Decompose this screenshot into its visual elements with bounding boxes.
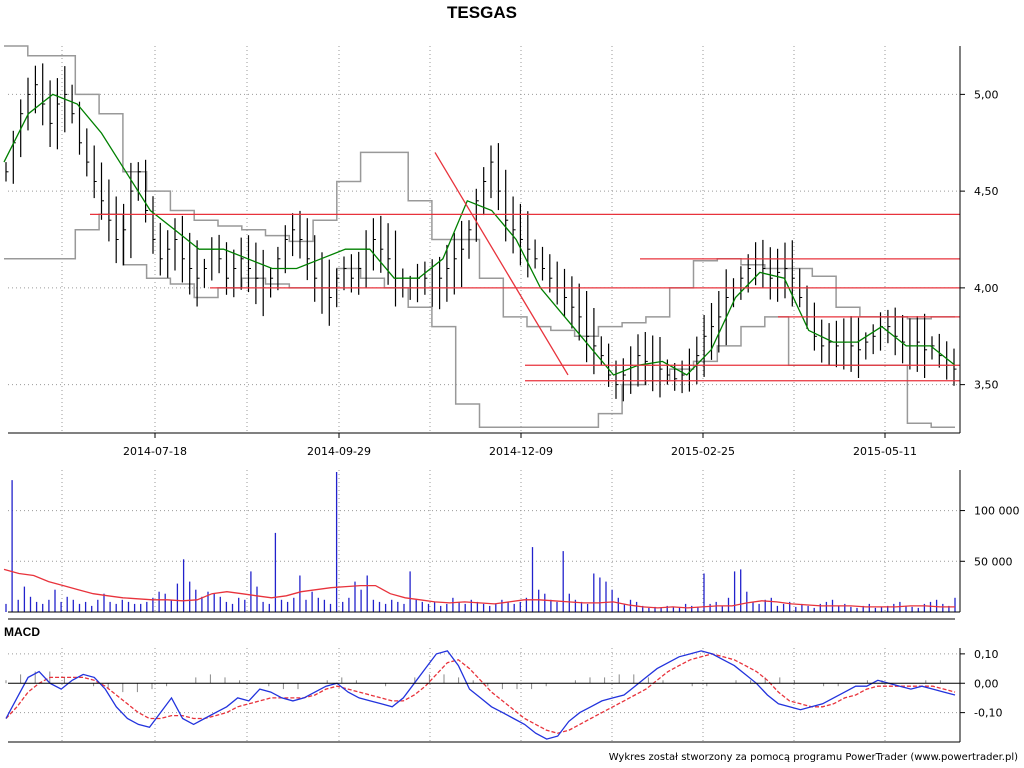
- volume-y-tick-label: 100 000: [974, 505, 1020, 518]
- price-axes: [8, 46, 965, 438]
- macd-line: [5, 650, 956, 740]
- price-x-tick-label: 2015-05-11: [853, 445, 917, 458]
- macd-grid: [8, 648, 960, 742]
- price-x-tick-label: 2014-09-29: [307, 445, 371, 458]
- volume-bars: [5, 472, 956, 612]
- channel-upper-line: [4, 45, 955, 338]
- footer-credit: Wykres został stworzony za pomocą progra…: [609, 752, 1018, 763]
- macd-lines: [5, 650, 956, 740]
- price-panel: 5,004,504,003,50 2014-07-18 2014-09-29 201…: [3, 45, 999, 458]
- price-x-tick-label: 2014-07-18: [123, 445, 187, 458]
- macd-panel: MACD 0,10 0,00 -0,10: [4, 625, 1002, 743]
- price-y-tick-label: 4,00: [974, 282, 999, 295]
- price-y-tick-label: 3,50: [974, 379, 999, 392]
- macd-y-tick-labels: 0,10 0,00 -0,10: [974, 648, 1002, 720]
- macd-y-tick-label: 0,00: [974, 677, 999, 690]
- macd-histogram: [5, 671, 956, 693]
- volume-average-line: [3, 568, 955, 609]
- price-support-resistance-lines: [90, 152, 960, 382]
- macd-y-tick-label: -0,10: [974, 707, 1002, 720]
- macd-signal-line: [5, 653, 956, 734]
- chart-title: TESGAS: [447, 3, 517, 22]
- trend-line: [434, 152, 569, 376]
- price-channel: [4, 45, 955, 428]
- volume-panel: 100 000 50 000: [3, 470, 1020, 620]
- moving-average-line: [3, 93, 956, 376]
- price-x-tick-label: 2015-02-25: [671, 445, 735, 458]
- channel-lower-line: [4, 213, 955, 428]
- volume-y-tick-labels: 100 000 50 000: [974, 505, 1020, 569]
- price-x-tick-label: 2014-12-09: [489, 445, 553, 458]
- volume-average: [3, 568, 955, 609]
- volume-y-tick-label: 50 000: [974, 555, 1013, 568]
- price-bars: [5, 63, 957, 402]
- macd-y-tick-label: 0,10: [974, 648, 999, 661]
- price-y-tick-label: 4,50: [974, 185, 999, 198]
- macd-panel-label: MACD: [4, 625, 40, 639]
- volume-axes: [8, 470, 965, 620]
- price-grid: [8, 46, 960, 433]
- volume-grid: [8, 470, 960, 612]
- price-x-tick-labels: 2014-07-18 2014-09-29 2014-12-09 2015-02-25…: [123, 445, 917, 458]
- price-y-tick-label: 5,00: [974, 88, 999, 101]
- price-moving-average: [3, 93, 956, 376]
- macd-axes: [8, 648, 965, 743]
- price-y-tick-labels: 5,00 4,50 4,00 3,50: [974, 88, 999, 391]
